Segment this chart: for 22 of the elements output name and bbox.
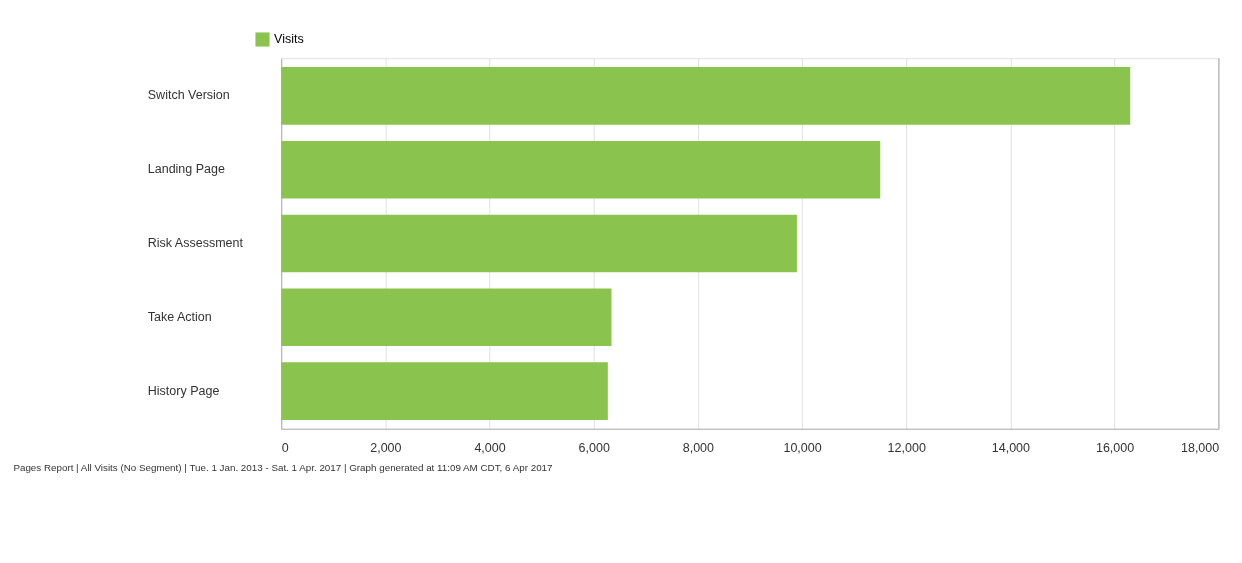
bar — [281, 67, 1131, 125]
y-tick-label: Landing Page — [147, 162, 225, 177]
x-tick-label: 0 — [281, 440, 289, 455]
x-tick-label: 4,000 — [474, 440, 506, 455]
bar — [281, 362, 608, 420]
x-tick-label: 2,000 — [370, 440, 402, 455]
x-tick-label: 10,000 — [783, 440, 822, 455]
y-tick-label: Switch Version — [147, 88, 230, 103]
x-tick-label: 18,000 — [1181, 440, 1220, 455]
legend-label: Visits — [274, 32, 304, 47]
y-tick-label: Risk Assessment — [147, 236, 244, 251]
text: Pages Report | All Visits (No Segment) | Tue. 1 Jan. 2013 - Sat. 1 Apr. 2017 | Graph generated at 11:09 AM CDT, 6 Apr 2017 — [13, 461, 553, 473]
x-tick-label: 8,000 — [682, 440, 715, 455]
x-tick-label: 6,000 — [578, 440, 610, 455]
bar — [281, 214, 797, 273]
x-tick-label: 14,000 — [991, 440, 1031, 455]
bar — [281, 288, 612, 347]
y-tick-label: Take Action — [147, 309, 212, 324]
x-tick-label: 16,000 — [1095, 440, 1135, 455]
x-tick-label: 12,000 — [887, 440, 926, 455]
bar — [281, 140, 881, 199]
y-tick-label: History Page — [147, 383, 220, 398]
